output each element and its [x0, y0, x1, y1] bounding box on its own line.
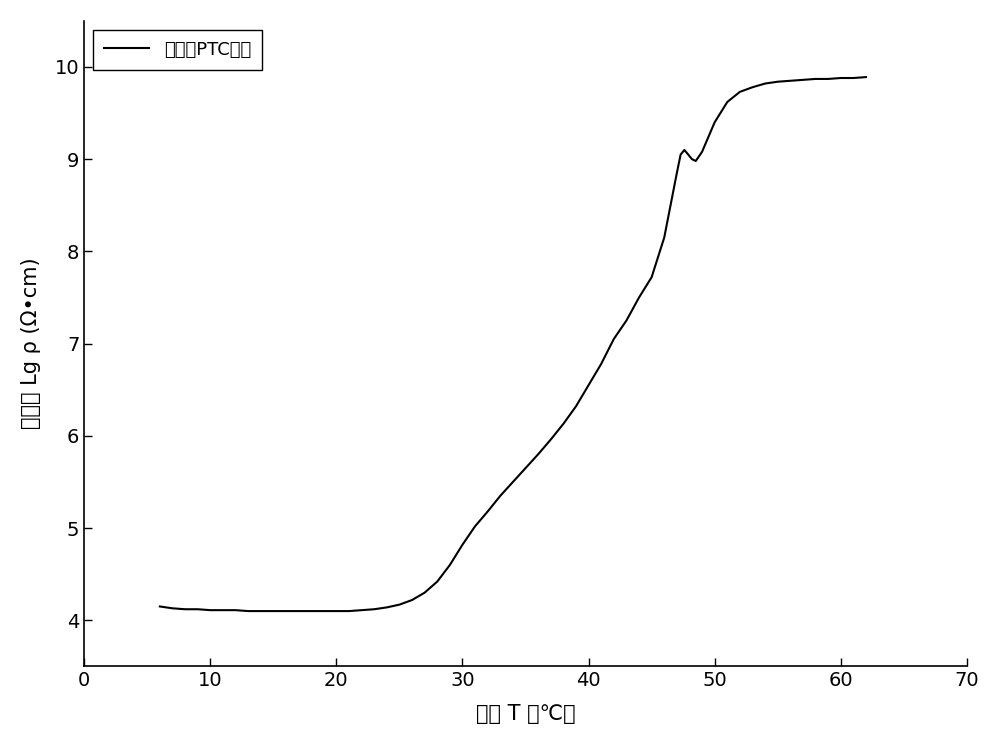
石蜡基PTC材料: [772, 77, 784, 86]
石蜡基PTC材料: [242, 606, 254, 615]
Line: 石蜡基PTC材料: 石蜡基PTC材料: [160, 77, 866, 611]
石蜡基PTC材料: [154, 602, 166, 611]
石蜡基PTC材料: [368, 605, 380, 614]
石蜡基PTC材料: [860, 72, 872, 81]
石蜡基PTC材料: [318, 606, 330, 615]
石蜡基PTC材料: [545, 435, 557, 444]
Y-axis label: 电阻率 Lg ρ (Ω•cm): 电阻率 Lg ρ (Ω•cm): [21, 258, 41, 429]
Legend: 石蜡基PTC材料: 石蜡基PTC材料: [93, 30, 262, 69]
石蜡基PTC材料: [633, 293, 645, 302]
X-axis label: 温度 T （℃）: 温度 T （℃）: [476, 704, 575, 724]
石蜡基PTC材料: [217, 606, 229, 615]
